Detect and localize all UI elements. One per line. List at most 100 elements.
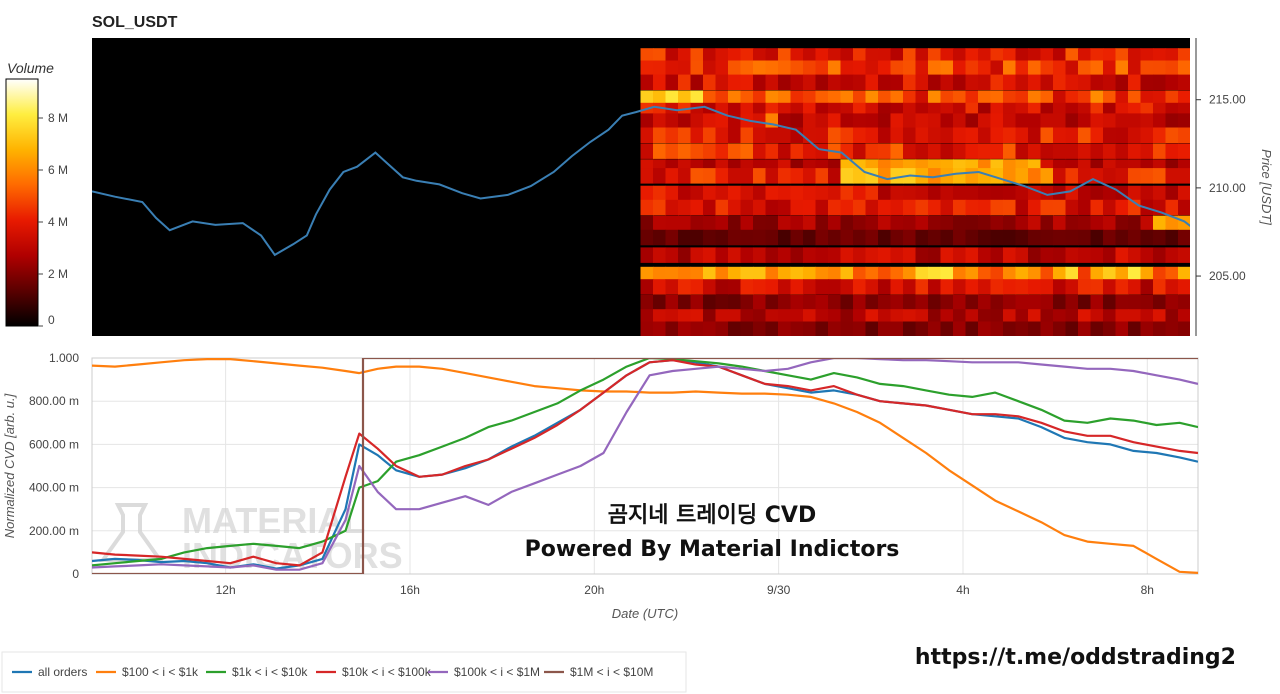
heatmap-cell <box>1053 295 1067 311</box>
heatmap-cell <box>740 60 754 76</box>
heatmap-cell <box>878 215 892 232</box>
heatmap-cell <box>865 90 879 106</box>
heatmap-cell <box>1078 266 1092 283</box>
heatmap-cell <box>1178 74 1190 91</box>
heatmap-cell <box>678 266 692 283</box>
heatmap-cell <box>1115 279 1129 295</box>
heatmap-cell <box>940 215 954 232</box>
heatmap-cell <box>653 309 667 325</box>
heatmap-cell <box>728 185 742 202</box>
heatmap-cell <box>928 74 942 91</box>
heatmap-cell <box>803 185 817 202</box>
heatmap-cell <box>878 48 892 64</box>
heatmap-cell <box>890 295 904 311</box>
heatmap-cell <box>890 90 904 106</box>
heatmap-cell <box>815 229 829 246</box>
heatmap-cell <box>653 90 667 106</box>
heatmap-cell <box>1178 113 1190 129</box>
heatmap-cell <box>1165 215 1179 232</box>
heatmap-cell <box>1040 113 1054 129</box>
heatmap-cell <box>640 321 654 336</box>
heatmap-cell <box>665 74 679 91</box>
heatmap-cell <box>928 143 942 159</box>
cvd-line <box>92 359 1198 567</box>
heatmap-cell <box>1140 127 1154 143</box>
heatmap-cell <box>678 60 692 76</box>
heatmap-cell <box>678 143 692 159</box>
heatmap-cell <box>1003 295 1017 311</box>
heatmap-cell <box>878 199 892 216</box>
heatmap-cell <box>690 127 704 143</box>
heatmap-cell <box>790 60 804 76</box>
heatmap-cell <box>1178 90 1190 106</box>
heatmap-cell <box>1015 247 1029 263</box>
heatmap-cell <box>815 247 829 263</box>
heatmap-cell <box>740 127 754 143</box>
heatmap-cell <box>1053 215 1067 232</box>
heatmap-cell <box>990 90 1004 106</box>
heatmap-cell <box>1040 127 1054 143</box>
cvd-y-tick-label: 1.000 <box>49 351 79 365</box>
heatmap-cell <box>1153 279 1167 295</box>
heatmap-cell <box>778 143 792 159</box>
heatmap-cell <box>665 247 679 263</box>
colorbar <box>5 78 39 327</box>
heatmap-cell <box>965 74 979 91</box>
heatmap-cell <box>753 143 767 159</box>
heatmap-cell <box>928 168 942 184</box>
heatmap-cell <box>978 266 992 283</box>
heatmap-cell <box>803 279 817 295</box>
channel-url[interactable]: https://t.me/oddstrading2 <box>915 645 1236 670</box>
heatmap-cell <box>840 215 854 232</box>
heatmap-cell <box>728 74 742 91</box>
heatmap-cell <box>928 60 942 76</box>
chart-title: SOL_USDT <box>92 14 178 31</box>
heatmap-cell <box>753 266 767 283</box>
heatmap-cell <box>1015 185 1029 202</box>
heatmap-cell <box>878 321 892 336</box>
heatmap-cell <box>765 279 779 295</box>
heatmap-cell <box>665 90 679 106</box>
heatmap-cell <box>1003 60 1017 76</box>
heatmap-cell <box>753 309 767 325</box>
heatmap-cell <box>1115 229 1129 246</box>
heatmap-cell <box>728 168 742 184</box>
heatmap-cell <box>1028 309 1042 325</box>
heatmap-cell <box>1115 266 1129 283</box>
heatmap-cell <box>653 127 667 143</box>
heatmap-cell <box>1028 168 1042 184</box>
heatmap-cell <box>865 321 879 336</box>
heatmap-cell <box>653 168 667 184</box>
heatmap-cell <box>903 199 917 216</box>
heatmap-cell <box>903 143 917 159</box>
legend-box <box>1 651 687 693</box>
heatmap-cell <box>1040 168 1054 184</box>
heatmap-cell <box>828 295 842 311</box>
heatmap-cell <box>978 279 992 295</box>
heatmap-cell <box>715 143 729 159</box>
heatmap-cell <box>1040 90 1054 106</box>
heatmap-cell <box>865 309 879 325</box>
heatmap-cell <box>1040 266 1054 283</box>
heatmap-cell <box>715 309 729 325</box>
heatmap-cell <box>890 48 904 64</box>
heatmap-cell <box>865 185 879 202</box>
heatmap-cell <box>915 321 929 336</box>
heatmap-cell <box>678 309 692 325</box>
heatmap-cell <box>1115 215 1129 232</box>
heatmap-cell <box>1153 143 1167 159</box>
heatmap-cell <box>903 215 917 232</box>
heatmap-cell <box>1140 185 1154 202</box>
heatmap-cell <box>1103 113 1117 129</box>
heatmap-cell <box>915 48 929 64</box>
heatmap-cell <box>790 279 804 295</box>
heatmap-cell <box>828 321 842 336</box>
heatmap-cell <box>1003 113 1017 129</box>
heatmap-cell <box>1090 295 1104 311</box>
heatmap-cell <box>903 229 917 246</box>
heatmap-cell <box>840 199 854 216</box>
heatmap-cell <box>703 321 717 336</box>
heatmap-cell <box>1103 127 1117 143</box>
heatmap-cell <box>678 48 692 64</box>
heatmap-cell <box>1028 143 1042 159</box>
